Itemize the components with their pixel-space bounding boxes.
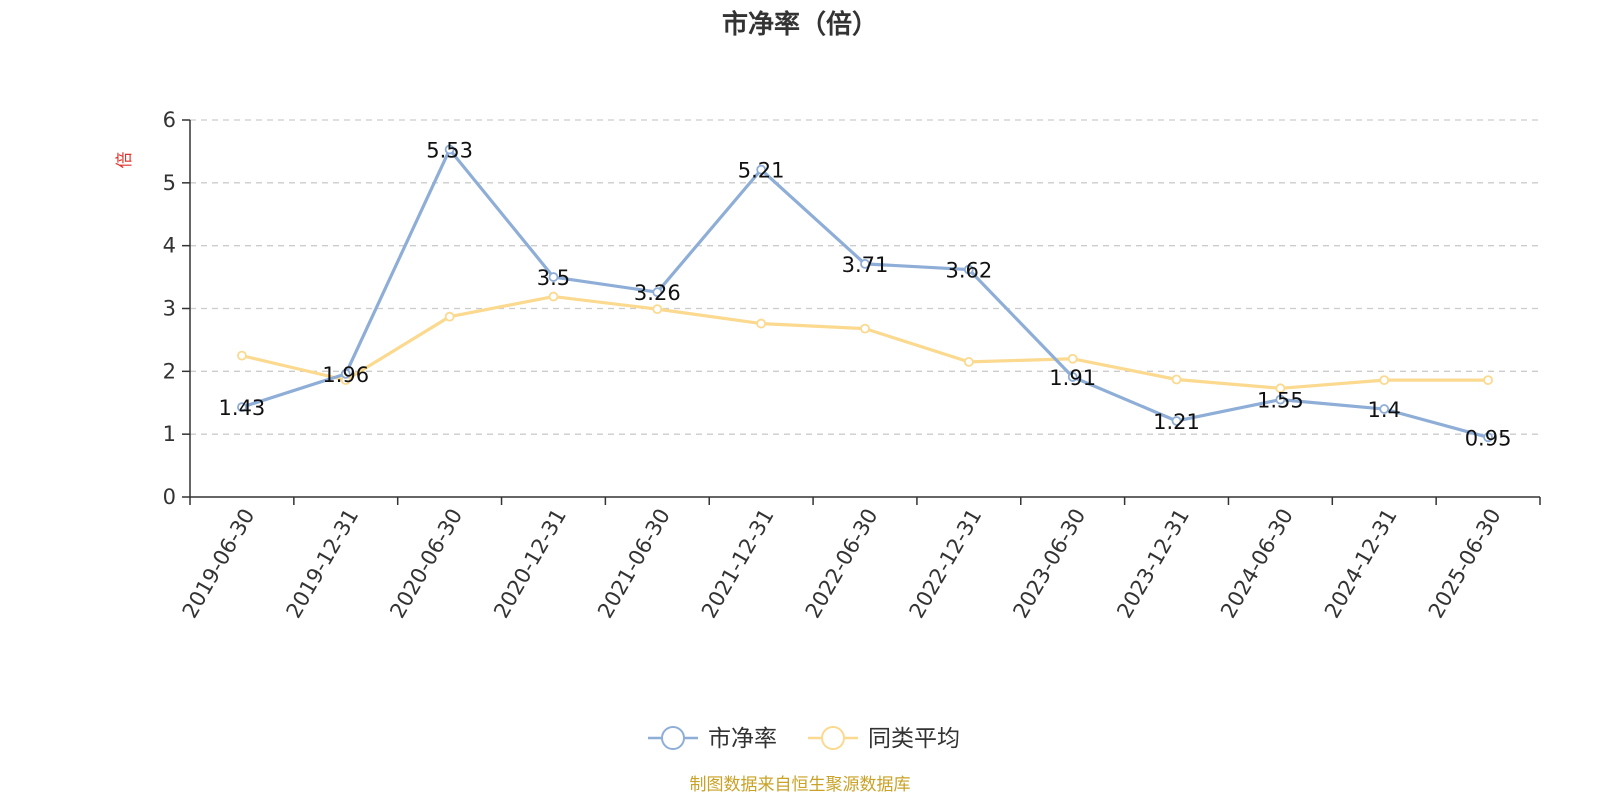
source-note: 制图数据来自恒生聚源数据库 — [690, 775, 911, 795]
series-0-point — [652, 287, 663, 298]
data-label: 1.43 — [219, 396, 266, 420]
x-tick-label: 2021-06-30 — [593, 505, 675, 623]
series-0-point — [860, 258, 870, 269]
legend-item-0[interactable]: 市净率 — [648, 726, 777, 752]
data-label: 1.4 — [1368, 398, 1401, 422]
y-tick-label: 1 — [163, 422, 176, 446]
series-1-point — [1379, 375, 1390, 386]
series-1-point — [756, 318, 767, 329]
x-tick-label: 2022-06-30 — [801, 505, 883, 623]
data-label: 1.55 — [1257, 389, 1304, 413]
x-tick-label: 2024-12-31 — [1320, 505, 1402, 623]
series-0-point — [1379, 404, 1390, 414]
series-1-point — [237, 350, 247, 361]
series-0-point — [237, 402, 247, 413]
series-0-point — [444, 144, 455, 155]
series-1-point — [860, 323, 870, 334]
series-0-point — [1275, 394, 1286, 405]
y-tick-label: 6 — [163, 108, 176, 132]
series-1-point — [1483, 375, 1493, 386]
x-tick-label: 2021-12-31 — [697, 505, 779, 623]
x-tick-label: 2019-12-31 — [281, 505, 363, 623]
series-0-point — [963, 264, 974, 275]
data-labels: 1.43 1.96 5.53 3.5 3.26 5.21 3.71 3.62 1.91 1.21 1… — [219, 139, 1512, 451]
series-1-point — [548, 291, 559, 302]
x-tick-label: 2023-12-31 — [1112, 505, 1194, 623]
data-label: 3.62 — [945, 259, 992, 283]
series-1-point — [963, 357, 974, 367]
series-1-point — [1171, 374, 1182, 385]
series-0-point — [1067, 372, 1078, 382]
legend-marker — [821, 726, 845, 750]
data-label: 5.21 — [738, 159, 785, 183]
series-0-point — [1483, 432, 1493, 443]
series-0-point — [1171, 416, 1182, 426]
y-tick-label: 2 — [163, 359, 176, 383]
chart-title: 市净率（倍） — [722, 9, 878, 40]
x-tick-label: 2025-06-30 — [1424, 505, 1506, 623]
x-tick-label: 2022-12-31 — [905, 505, 987, 623]
legend-label: 市净率 — [708, 726, 777, 752]
data-label: 1.21 — [1153, 410, 1200, 434]
series-1-point — [444, 311, 455, 322]
data-label: 1.96 — [322, 363, 369, 387]
grid-lines — [190, 119, 1540, 435]
data-label: 3.26 — [634, 281, 681, 305]
series-1-point — [1067, 353, 1078, 364]
y-axis-label: 倍 — [115, 152, 135, 169]
data-label: 0.95 — [1465, 426, 1512, 450]
data-label: 3.71 — [842, 253, 889, 277]
series-0-point — [548, 272, 559, 282]
y-tick-label: 3 — [163, 297, 176, 321]
x-tick-label: 2020-12-31 — [489, 505, 571, 623]
series-line-1 — [241, 294, 1489, 390]
legend-label: 同类平均 — [868, 726, 960, 752]
data-label: 1.91 — [1049, 366, 1096, 390]
y-tick-label: 5 — [163, 171, 176, 195]
y-tick-label: 4 — [163, 234, 176, 258]
series-0-point — [340, 368, 351, 379]
legend-item-1[interactable]: 同类平均 — [808, 726, 960, 752]
series-layer — [237, 144, 1493, 443]
legend-marker — [661, 726, 685, 750]
data-label: 5.53 — [426, 139, 473, 163]
x-tick-label: 2024-06-30 — [1216, 505, 1298, 623]
legend: 市净率 同类平均 — [648, 726, 960, 752]
series-1-point — [1275, 383, 1286, 394]
series-0-point — [756, 164, 767, 175]
y-tick-label: 0 — [163, 485, 176, 509]
series-1-point — [652, 304, 663, 315]
data-label: 3.5 — [537, 266, 570, 290]
x-tick-label: 2020-06-30 — [385, 504, 467, 622]
x-tick-label: 2019-06-30 — [178, 505, 260, 623]
x-tick-label: 2023-06-30 — [1008, 505, 1090, 623]
